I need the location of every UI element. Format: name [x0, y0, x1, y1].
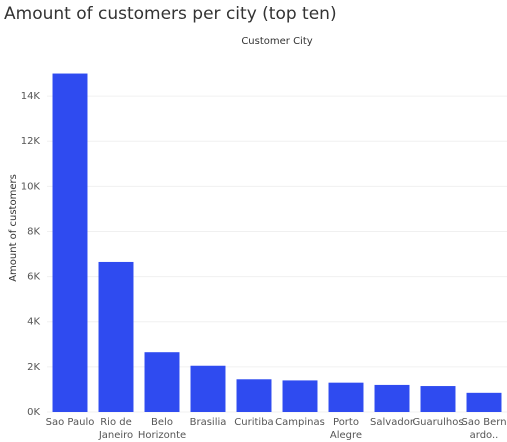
- bar[interactable]: [52, 73, 88, 413]
- x-tick-label: Sao Paulo: [46, 417, 95, 428]
- chart-title: Amount of customers per city (top ten): [4, 4, 337, 24]
- x-tick-label: Belo Horizonte: [138, 417, 186, 441]
- bar[interactable]: [190, 365, 226, 412]
- y-tick-label: 4K: [27, 317, 40, 328]
- x-tick-label: Campinas: [275, 417, 325, 428]
- y-tick-label: 14K: [21, 91, 41, 102]
- x-tick-label: Curitiba: [234, 417, 273, 428]
- x-tick-label: Salvador: [370, 417, 415, 428]
- column-header: Customer City: [241, 36, 312, 47]
- y-tick-label: 10K: [21, 181, 41, 192]
- y-tick-label: 8K: [27, 226, 40, 237]
- bar[interactable]: [374, 384, 410, 412]
- x-tick-label: Sao Bern ardo..: [461, 417, 506, 441]
- y-tick-label: 2K: [27, 362, 40, 373]
- bar[interactable]: [236, 379, 272, 412]
- bar[interactable]: [98, 261, 134, 412]
- y-axis-ticks: 0K 2K 4K 6K 8K 10K 12K 14K: [21, 91, 41, 418]
- bar[interactable]: [328, 382, 364, 412]
- bar[interactable]: [466, 392, 502, 412]
- y-axis-label: Amount of customers: [8, 174, 19, 282]
- y-tick-label: 6K: [27, 272, 40, 283]
- y-tick-label: 0K: [27, 407, 40, 418]
- x-tick-label: Guarulhos: [412, 417, 463, 428]
- bar[interactable]: [282, 380, 318, 412]
- y-tick-label: 12K: [21, 136, 41, 147]
- bar[interactable]: [420, 386, 456, 412]
- gridlines: [47, 95, 507, 413]
- x-tick-label: Rio de Janeiro: [98, 417, 133, 441]
- x-tick-label: Porto Alegre: [330, 417, 362, 441]
- x-tick-label: Brasilia: [190, 417, 227, 428]
- bar[interactable]: [144, 352, 180, 412]
- bars: [52, 73, 502, 413]
